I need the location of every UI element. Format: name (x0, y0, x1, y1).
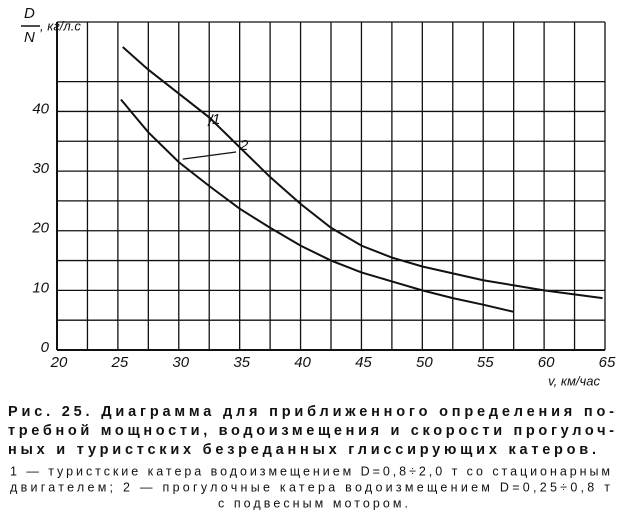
y-tick-label: 30 (32, 160, 49, 177)
x-tick-label: 25 (111, 354, 129, 371)
x-tick-label: 45 (355, 354, 372, 371)
x-tick-label: 20 (50, 354, 68, 371)
y-label-denominator: N (24, 29, 35, 46)
x-tick-label: 50 (416, 354, 433, 371)
y-tick-label: 0 (41, 339, 50, 356)
x-tick-label: 65 (599, 354, 616, 371)
caption-title: Рис. 25. Диаграмма для приближенного опр… (8, 404, 614, 420)
caption-note: с подвесным мотором. (218, 496, 408, 510)
caption-note: двигателем; 2 — прогулочные катера водои… (10, 480, 610, 494)
y-label-numerator: D (24, 5, 35, 22)
y-tick-label: 20 (31, 220, 49, 237)
curve-label: 1 (212, 111, 220, 128)
caption-title: ных и туристских безреданных глиссирующи… (8, 442, 596, 458)
x-tick-label: 55 (477, 354, 494, 371)
curve (120, 98, 514, 313)
x-tick-label: 35 (233, 354, 250, 371)
x-tick-label: 30 (172, 354, 189, 371)
y-label-unit: , кг/л.с (40, 18, 81, 33)
caption-title: требной мощности, водоизмещения и скорос… (8, 423, 614, 439)
leader-line (182, 151, 237, 160)
caption-note: 1 — туристские катера водоизмещением D=0… (10, 464, 610, 478)
leader-line (207, 114, 214, 127)
curve (122, 46, 603, 300)
x-tick-label: 60 (538, 354, 555, 371)
y-tick-label: 10 (32, 279, 49, 296)
y-tick-label: 40 (32, 100, 49, 117)
x-label: v, км/час (548, 373, 600, 388)
curve-label: 2 (239, 137, 249, 154)
x-tick-label: 40 (294, 354, 311, 371)
